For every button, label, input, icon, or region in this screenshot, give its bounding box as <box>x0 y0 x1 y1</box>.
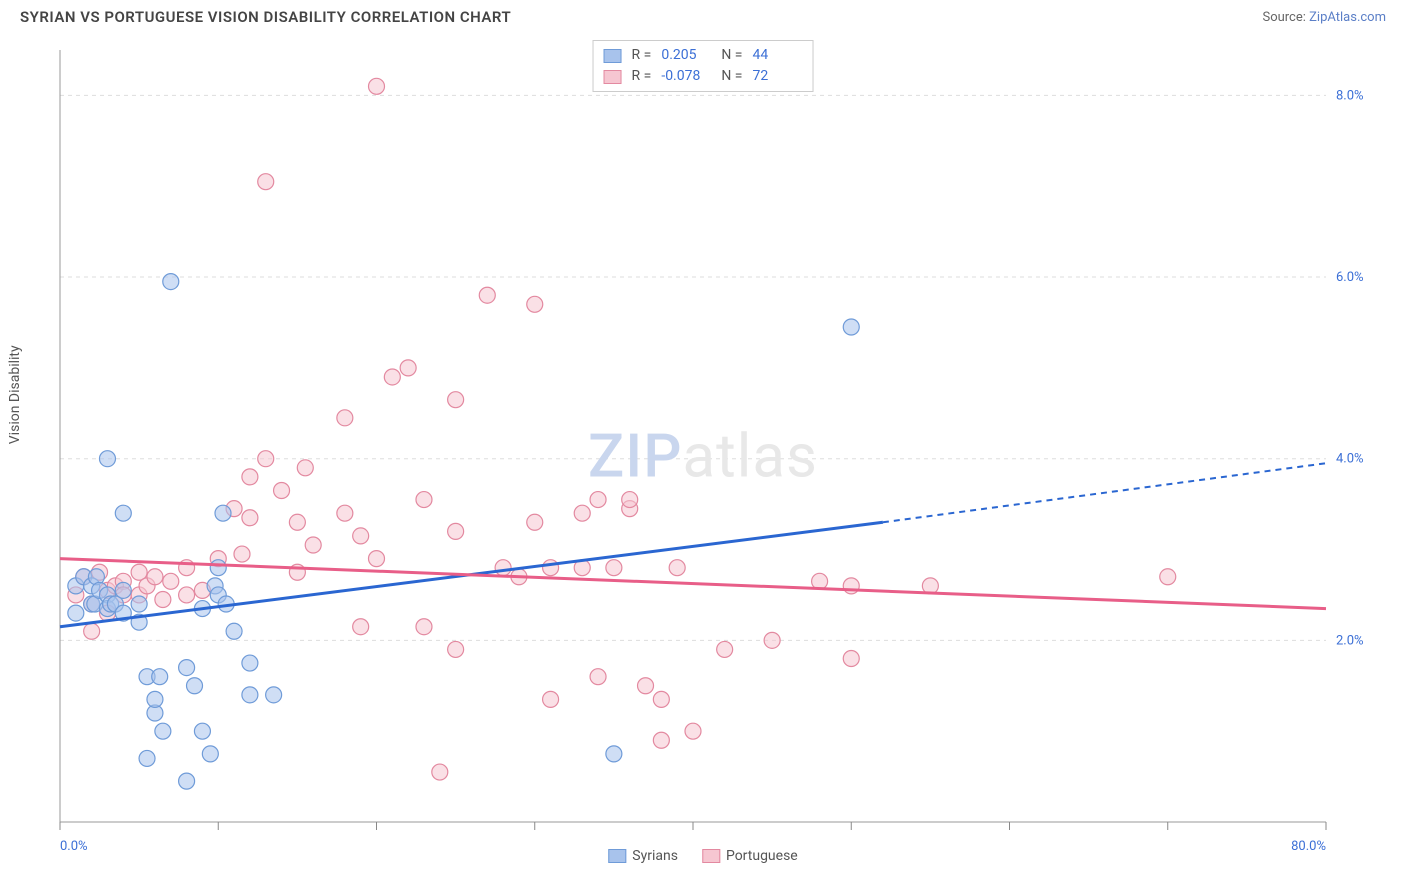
svg-text:2.0%: 2.0% <box>1336 633 1364 648</box>
source-link[interactable]: ZipAtlas.com <box>1309 10 1386 25</box>
source-label: Source: ZipAtlas.com <box>1262 10 1386 25</box>
legend-correlation: R =0.205 N =44 R =-0.078 N =72 <box>593 40 814 92</box>
scatter-chart: 2.0% 4.0% 6.0% 8.0% 0.0% 80.0% <box>20 40 1386 872</box>
svg-text:8.0%: 8.0% <box>1336 88 1364 103</box>
svg-text:80.0%: 80.0% <box>1291 839 1326 854</box>
svg-text:0.0%: 0.0% <box>60 839 88 854</box>
svg-text:6.0%: 6.0% <box>1336 270 1364 285</box>
svg-text:4.0%: 4.0% <box>1336 452 1364 467</box>
legend-series: SyriansPortuguese <box>608 848 797 864</box>
chart-area: Vision Disability ZIPatlas 2.0%4.0%6.0%8… <box>20 40 1386 872</box>
chart-title: SYRIAN VS PORTUGUESE VISION DISABILITY C… <box>20 8 511 26</box>
y-axis-title: Vision Disability <box>7 345 23 444</box>
